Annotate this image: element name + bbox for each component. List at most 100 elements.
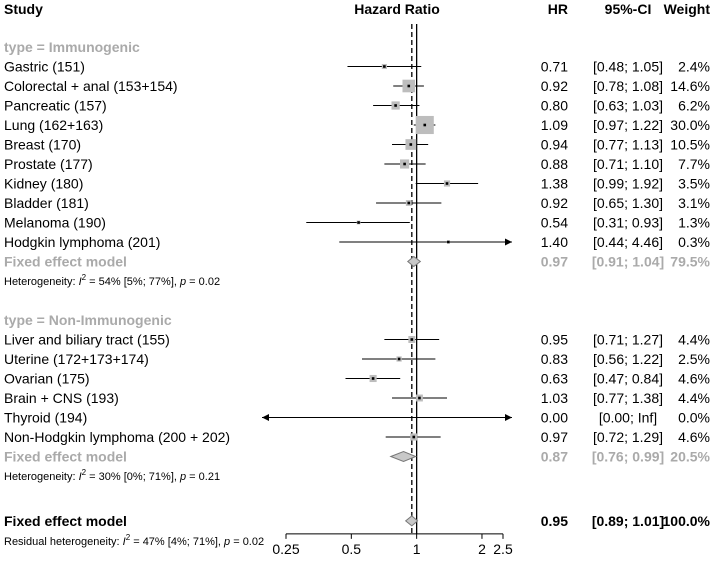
study-weight-value: 2.4% (678, 59, 710, 75)
study-label: Liver and biliary tract (155) (4, 332, 170, 348)
study-weight-value: 7.7% (678, 156, 710, 172)
study-ci-value: [0.77; 1.13] (593, 137, 663, 153)
study-label: Breast (170) (4, 137, 81, 153)
study-weight-value: 1.3% (678, 215, 710, 231)
study-ci-value: [0.31; 0.93] (593, 215, 663, 231)
study-hr-value: 0.92 (541, 78, 568, 94)
study-hr-value: 1.09 (541, 117, 568, 133)
subgroup-heterogeneity: Heterogeneity: I2 = 30% [0%; 71%], p = 0… (4, 468, 220, 483)
study-hr-value: 0.92 (541, 195, 568, 211)
subgroup-fixed-effect-label: Fixed effect model (4, 254, 127, 270)
subgroup-hr-value: 0.87 (541, 449, 568, 465)
study-label: Brain + CNS (193) (4, 390, 119, 406)
group-label: type = Non-Immunogenic (4, 312, 172, 328)
study-hr-value: 1.40 (541, 234, 568, 250)
overall-ci-value: [0.89; 1.01] (592, 513, 664, 529)
study-label: Kidney (180) (4, 176, 83, 192)
subgroup-hr-value: 0.97 (541, 254, 568, 270)
header-hr: HR (548, 1, 568, 17)
overall-hr-value: 0.95 (541, 513, 568, 529)
study-hr-value: 0.83 (541, 351, 568, 367)
residual-heterogeneity: Residual heterogeneity: I2 = 47% [4%; 71… (4, 533, 264, 548)
study-point-estimate (357, 221, 360, 224)
study-ci-value: [0.72; 1.29] (593, 429, 663, 445)
study-hr-value: 0.54 (541, 215, 568, 231)
study-ci-value: [0.77; 1.38] (593, 390, 663, 406)
study-point-estimate (418, 396, 421, 400)
study-hr-value: 1.03 (541, 390, 568, 406)
study-hr-value: 1.38 (541, 176, 568, 192)
study-label: Pancreatic (157) (4, 98, 107, 114)
study-ci-value: [0.71; 1.10] (593, 156, 663, 172)
study-label: Bladder (181) (4, 195, 89, 211)
study-point-estimate (447, 240, 450, 244)
study-ci-value: [0.44; 4.46] (593, 234, 663, 250)
study-weight-value: 4.6% (678, 371, 710, 387)
study-weight-value: 14.6% (670, 78, 710, 94)
study-ci-value: [0.99; 1.92] (593, 176, 663, 192)
subgroup-diamond (389, 450, 418, 463)
study-label: Melanoma (190) (4, 215, 106, 231)
study-ci-value: [0.47; 0.84] (593, 371, 663, 387)
overall-fixed-effect-label: Fixed effect model (4, 513, 127, 529)
study-weight-value: 3.1% (678, 195, 710, 211)
study-point-estimate (407, 201, 411, 205)
study-label: Uterine (172+173+174) (4, 351, 149, 367)
subgroup-ci-value: [0.91; 1.04] (592, 254, 664, 270)
study-weight-value: 4.4% (678, 390, 710, 406)
study-point-estimate (445, 182, 449, 185)
subgroup-weight-value: 79.5% (670, 254, 710, 270)
study-hr-value: 0.63 (541, 371, 568, 387)
study-label: Colorectal + anal (153+154) (4, 78, 178, 94)
study-hr-value: 0.97 (541, 429, 568, 445)
study-hr-value: 0.71 (541, 59, 568, 75)
x-tick-label: 0.25 (272, 541, 299, 557)
study-point-estimate (383, 65, 386, 68)
study-label: Non-Hodgkin lymphoma (200 + 202) (4, 429, 230, 445)
study-ci-value: [0.00; Inf] (599, 410, 657, 426)
study-point-estimate (409, 143, 413, 146)
plot-rows: type = Immunogenic Gastric (151) 0.71 [0.48… (4, 39, 711, 548)
reference-lines (411, 24, 418, 534)
subgroup-weight-value: 20.5% (670, 449, 710, 465)
study-point-estimate (410, 338, 414, 341)
study-ci-value: [0.71; 1.27] (593, 332, 663, 348)
header-ci: 95%-CI (605, 1, 652, 17)
study-ci-value: [0.48; 1.05] (593, 59, 663, 75)
study-weight-value: 0.3% (678, 234, 710, 250)
subgroup-ci-value: [0.76; 0.99] (592, 449, 664, 465)
subgroup-heterogeneity: Heterogeneity: I2 = 54% [5%; 77%], p = 0… (4, 273, 220, 288)
header-study: Study (4, 1, 43, 17)
study-point-estimate (407, 84, 411, 88)
study-weight-value: 2.5% (678, 351, 710, 367)
header-hazard-ratio: Hazard Ratio (354, 1, 440, 17)
study-label: Gastric (151) (4, 59, 85, 75)
study-ci-value: [0.78; 1.08] (593, 78, 663, 94)
study-hr-value: 0.88 (541, 156, 568, 172)
study-weight-value: 4.4% (678, 332, 710, 348)
overall-weight-value: 100.0% (663, 513, 711, 529)
subgroup-fixed-effect-label: Fixed effect model (4, 449, 127, 465)
study-weight-value: 0.0% (678, 410, 710, 426)
study-ci-value: [0.97; 1.22] (593, 117, 663, 133)
study-weight-value: 30.0% (670, 117, 710, 133)
group-label: type = Immunogenic (4, 39, 140, 55)
study-label: Thyroid (194) (4, 410, 87, 426)
study-label: Lung (162+163) (4, 117, 103, 133)
x-tick-label: 0.5 (342, 541, 362, 557)
study-weight-value: 10.5% (670, 137, 710, 153)
subgroup-diamond (406, 255, 422, 268)
ci-arrow-right (505, 414, 512, 421)
study-ci-value: [0.56; 1.22] (593, 351, 663, 367)
study-weight-value: 6.2% (678, 98, 710, 114)
x-tick-label: 2.5 (493, 541, 513, 557)
study-point-estimate (397, 357, 401, 361)
study-point-estimate (412, 435, 416, 439)
study-hr-value: 0.80 (541, 98, 568, 114)
ci-arrow-right (505, 238, 512, 246)
study-label: Hodgkin lymphoma (201) (4, 234, 160, 250)
study-point-estimate (394, 104, 397, 107)
study-hr-value: 0.00 (541, 410, 568, 426)
x-tick-label: 1 (413, 541, 421, 557)
